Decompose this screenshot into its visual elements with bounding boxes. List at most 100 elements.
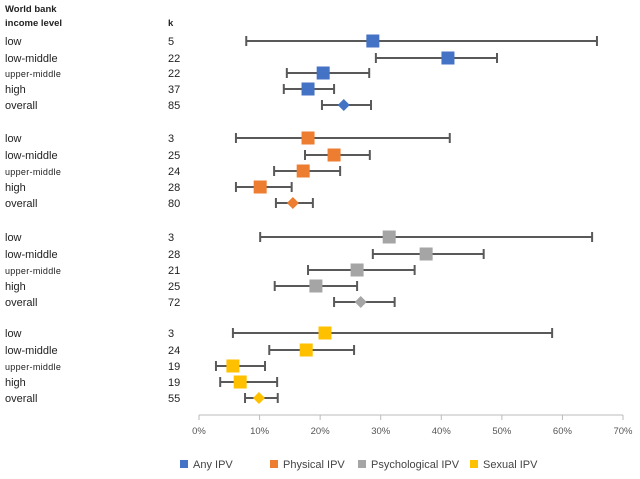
legend-label: Physical IPV — [283, 459, 345, 471]
row-k: 19 — [168, 377, 180, 389]
point-estimate-marker — [309, 279, 323, 293]
row-k: 24 — [168, 345, 180, 357]
legend-item: Any IPV — [180, 459, 233, 471]
tick-label: 60% — [553, 426, 573, 437]
row-label: low-middle — [5, 249, 58, 261]
row-overall: overall 55 — [5, 392, 279, 405]
row-k: 37 — [168, 84, 180, 96]
point-estimate-marker — [382, 230, 396, 244]
tick-label: 70% — [613, 426, 633, 437]
row-high: high 37 — [5, 82, 336, 96]
row-k: 85 — [168, 100, 180, 112]
row-k: 55 — [168, 393, 180, 405]
row-k: 22 — [168, 53, 180, 65]
row-label: overall — [5, 198, 37, 210]
row-label: overall — [5, 297, 37, 309]
row-low: low 3 — [5, 326, 554, 340]
row-label: high — [5, 182, 26, 194]
pooled-estimate-diamond — [354, 296, 367, 308]
row-k: 25 — [168, 150, 180, 162]
point-estimate-marker — [419, 247, 433, 261]
row-label: low — [5, 232, 22, 244]
row-upper-middle: upper-middle 24 — [5, 164, 342, 178]
point-estimate-marker — [299, 343, 313, 357]
row-low-middle: low-middle 28 — [5, 247, 485, 261]
row-k: 21 — [168, 265, 180, 277]
point-estimate-marker — [316, 66, 330, 80]
legend-item: Physical IPV — [270, 459, 345, 471]
row-upper-middle: upper-middle 22 — [5, 66, 371, 80]
row-label: low-middle — [5, 345, 58, 357]
row-upper-middle: upper-middle 19 — [5, 359, 267, 373]
point-estimate-marker — [441, 51, 455, 65]
point-estimate-marker — [301, 82, 315, 96]
row-label: upper-middle — [5, 266, 61, 276]
tick-label: 10% — [250, 426, 270, 437]
row-label: high — [5, 84, 26, 96]
pooled-estimate-diamond — [252, 392, 265, 404]
row-k: 25 — [168, 281, 180, 293]
row-label: low — [5, 328, 22, 340]
row-k: 24 — [168, 166, 180, 178]
point-estimate-marker — [233, 375, 247, 389]
tick-label: 0% — [192, 426, 206, 437]
row-high: high 28 — [5, 180, 293, 194]
point-estimate-marker — [366, 34, 380, 48]
row-low-middle: low-middle 24 — [5, 343, 356, 357]
legend-swatch — [180, 460, 188, 468]
legend-item: Psychological IPV — [358, 459, 460, 471]
row-label: upper-middle — [5, 69, 61, 79]
row-label: low-middle — [5, 150, 58, 162]
row-k: 19 — [168, 361, 180, 373]
row-low: low 3 — [5, 230, 594, 244]
row-upper-middle: upper-middle 21 — [5, 263, 416, 277]
row-low-middle: low-middle 22 — [5, 51, 499, 65]
legend-label: Sexual IPV — [483, 459, 538, 471]
row-k: 80 — [168, 198, 180, 210]
row-k: 28 — [168, 249, 180, 261]
row-k: 72 — [168, 297, 180, 309]
legend: Any IPV Physical IPV Psychological IPV Sexu… — [180, 459, 538, 471]
header-income-line1: World bank — [5, 4, 57, 15]
row-label: low — [5, 133, 22, 145]
tick-label: 20% — [311, 426, 331, 437]
row-low: low 3 — [5, 131, 451, 145]
point-estimate-marker — [226, 359, 240, 373]
group-sexual-ipv: low 3 low-middle 24 upper-middle 19 high 19 over… — [5, 326, 554, 405]
pooled-estimate-diamond — [337, 99, 350, 111]
row-k: 22 — [168, 68, 180, 80]
row-label: low-middle — [5, 53, 58, 65]
legend-swatch — [358, 460, 366, 468]
row-overall: overall 72 — [5, 296, 396, 309]
row-k: 3 — [168, 232, 174, 244]
header-k: k — [168, 18, 174, 29]
point-estimate-marker — [318, 326, 332, 340]
group-physical-ipv: low 3 low-middle 25 upper-middle 24 high 28 over… — [5, 131, 451, 210]
row-k: 3 — [168, 133, 174, 145]
row-label: low — [5, 36, 22, 48]
row-overall: overall 85 — [5, 99, 373, 112]
row-label: upper-middle — [5, 362, 61, 372]
row-low-middle: low-middle 25 — [5, 148, 371, 162]
tick-label: 50% — [492, 426, 512, 437]
row-high: high 19 — [5, 375, 279, 389]
point-estimate-marker — [253, 180, 267, 194]
row-k: 28 — [168, 182, 180, 194]
row-high: high 25 — [5, 279, 359, 293]
legend-item: Sexual IPV — [470, 459, 538, 471]
legend-swatch — [270, 460, 278, 468]
row-label: high — [5, 377, 26, 389]
point-estimate-marker — [296, 164, 310, 178]
group-any-ipv: low 5 low-middle 22 upper-middle 22 high 37 over… — [5, 34, 598, 112]
row-overall: overall 80 — [5, 197, 314, 210]
row-label: overall — [5, 393, 37, 405]
row-label: upper-middle — [5, 167, 61, 177]
pooled-estimate-diamond — [286, 197, 299, 209]
row-label: overall — [5, 100, 37, 112]
point-estimate-marker — [327, 148, 341, 162]
header-income-line2: income level — [5, 18, 62, 29]
point-estimate-marker — [350, 263, 364, 277]
tick-label: 30% — [371, 426, 391, 437]
legend-label: Psychological IPV — [371, 459, 460, 471]
